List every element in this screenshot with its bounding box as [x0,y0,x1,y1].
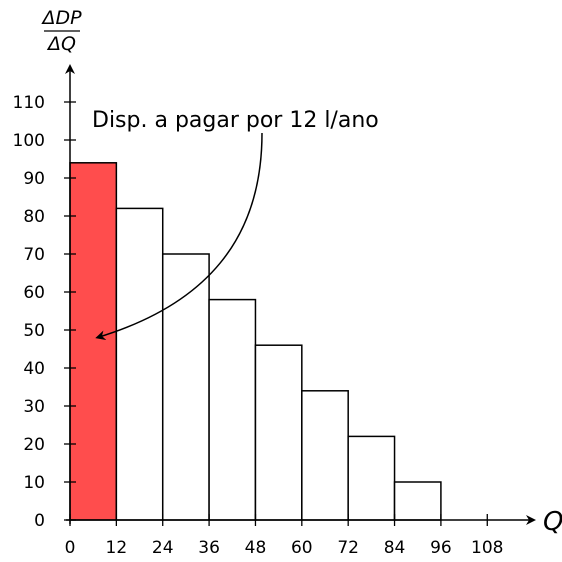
y-tick-label: 110 [13,93,45,113]
bar [301,390,349,521]
y-tick-label: 0 [34,511,45,531]
x-tick-label: 60 [291,538,313,558]
x-tick-label: 24 [152,538,174,558]
y-tick-label: 50 [23,321,45,341]
y-tick-label: 90 [23,169,45,189]
bar-highlighted [69,162,118,521]
y-tick-label: 80 [23,207,45,227]
y-ticks: 0 10 20 30 40 50 60 70 80 90 100 110 [13,93,76,531]
x-tick-label: 0 [65,538,76,558]
x-tick-label: 12 [106,538,128,558]
axes-layer [65,64,536,525]
x-tick-label: 84 [384,538,406,558]
y-tick-label: 30 [23,397,45,417]
y-tick-label: 40 [23,359,45,379]
y-axis-title-denominator: ΔQ [46,33,76,55]
y-tick-label: 70 [23,245,45,265]
y-tick-label: 60 [23,283,45,303]
annotation-arrow [95,132,263,341]
bar [208,298,257,521]
x-tick-label: 48 [245,538,267,558]
x-tick-label: 96 [430,538,452,558]
bar [254,344,303,521]
x-tick-label: 36 [198,538,220,558]
x-tick-label: 72 [337,538,359,558]
y-tick-label: 10 [23,473,45,493]
x-axis-title: Q [543,507,562,537]
annotation-label: Disp. a pagar por 12 l/ano [92,108,379,133]
bar [393,481,442,521]
y-tick-label: 100 [13,131,45,151]
x-tick-label: 108 [471,538,503,558]
x-ticks: 0 12 24 36 48 60 72 84 96 108 [65,514,503,558]
y-axis-title-numerator: ΔDP [40,7,82,29]
annotation: Disp. a pagar por 12 l/ano [92,108,379,341]
bar [161,253,210,521]
y-axis-title: ΔDP ΔQ [40,7,82,55]
y-tick-label: 20 [23,435,45,455]
bar [347,435,396,521]
bar [115,207,164,521]
bars-layer [69,162,442,521]
